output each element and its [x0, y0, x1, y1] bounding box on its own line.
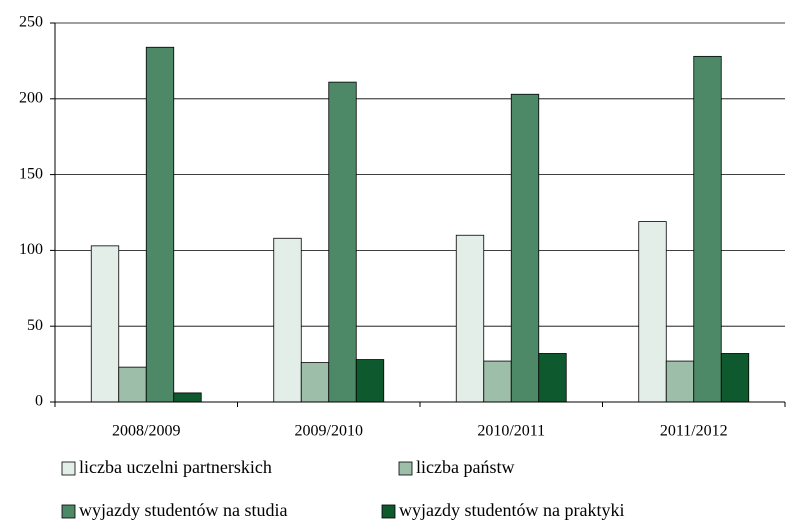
bar: [355, 359, 385, 403]
legend-label: liczba państw: [416, 457, 514, 477]
legend-swatch: [398, 461, 413, 476]
x-tick-label: 2011/2012: [660, 423, 728, 440]
y-tick-label: 150: [19, 165, 43, 182]
bar: [328, 81, 357, 403]
bar: [118, 366, 147, 403]
bar: [538, 353, 567, 403]
bar: [173, 392, 202, 403]
bar: [300, 362, 330, 403]
legend: liczba uczelni partnerskich liczba państw…: [61, 457, 624, 520]
legend-label: liczba uczelni partnerskich: [79, 457, 272, 477]
y-tick-label: 250: [19, 14, 43, 31]
legend-swatch: [381, 504, 396, 519]
bar: [145, 46, 175, 403]
bar: [510, 93, 540, 403]
y-tick-label: 0: [35, 393, 43, 410]
bar: [273, 237, 302, 403]
y-tick-label: 200: [19, 89, 43, 106]
bar: [720, 353, 750, 403]
x-tick-label: 2010/2011: [477, 423, 545, 440]
bar: [483, 360, 512, 403]
x-tick-label: 2009/2010: [295, 423, 363, 440]
bar: [90, 245, 120, 403]
bar: [665, 360, 695, 403]
x-tick-label: 2008/2009: [112, 423, 180, 440]
y-tick-label: 50: [27, 317, 43, 334]
bar: [455, 234, 485, 403]
y-tick-label: 100: [19, 241, 43, 258]
legend-swatch: [61, 461, 76, 476]
bar: [693, 55, 722, 403]
legend-swatch: [61, 504, 76, 519]
legend-label: wyjazdy studentów na praktyki: [399, 500, 624, 520]
legend-label: wyjazdy studentów na studia: [79, 500, 287, 520]
bar: [638, 221, 667, 403]
